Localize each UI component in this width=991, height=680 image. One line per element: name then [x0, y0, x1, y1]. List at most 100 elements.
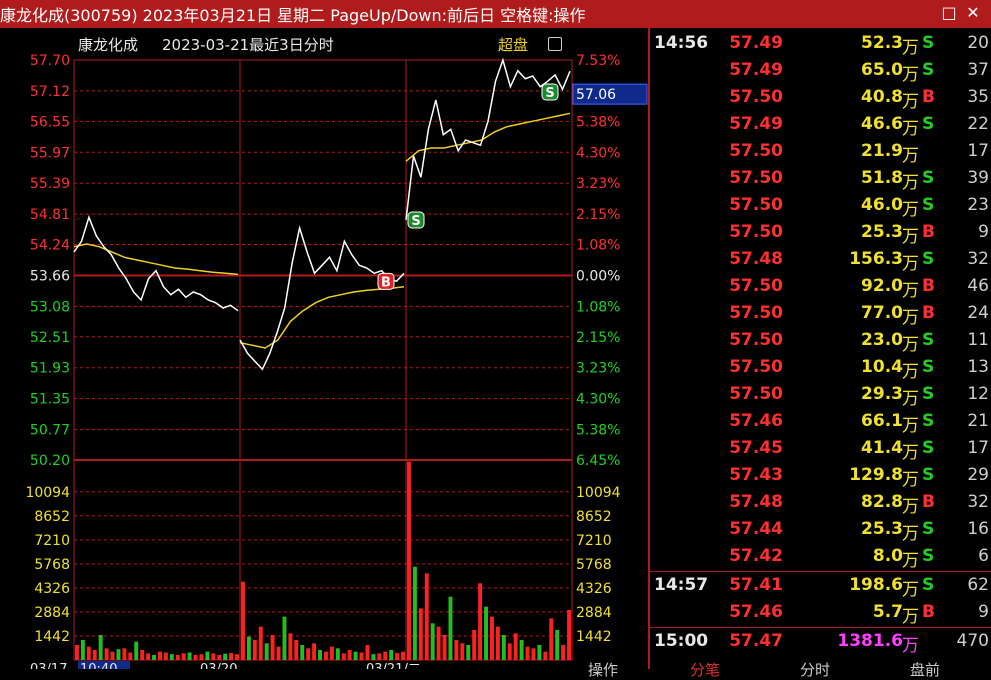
volume-bar — [561, 645, 566, 660]
trade-volume-unit: 万 — [902, 551, 919, 571]
volume-bar — [335, 648, 340, 660]
trade-count: 37 — [967, 60, 989, 80]
trade-row: 57.43 129.8 万 S 29 — [650, 462, 991, 490]
pct-tick-label: 2.15% — [576, 330, 620, 346]
pct-tick-label: 4.30% — [576, 145, 620, 161]
tab-intraday[interactable]: 分时 — [800, 661, 831, 679]
volume-bar — [513, 633, 518, 660]
restore-button[interactable]: □ — [941, 3, 957, 22]
volume-bar — [75, 645, 79, 660]
volume-bar — [211, 653, 216, 660]
trade-volume-unit: 万 — [902, 119, 919, 139]
trade-marker-label: B — [381, 275, 391, 290]
trade-time: 15:00 — [654, 631, 709, 651]
trade-separator — [650, 627, 991, 628]
trade-separator — [650, 571, 991, 572]
price-line — [239, 225, 405, 371]
x-axis-label: 03/17 — [30, 662, 67, 669]
trade-row: 57.42 8.0 万 S 6 — [650, 543, 991, 571]
trade-count: 22 — [967, 114, 989, 134]
operate-label[interactable]: 操作 — [588, 661, 619, 679]
price-tick-label: 54.81 — [30, 207, 70, 223]
window-title: 康龙化成(300759) 2023年03月21日 星期二 PageUp/Down… — [0, 6, 586, 25]
trade-row: 14:57 57.41 198.6 万 S 62 — [650, 572, 991, 600]
trade-side: B — [922, 276, 935, 296]
trade-price: 57.46 — [729, 411, 783, 431]
trade-row: 57.50 29.3 万 S 12 — [650, 381, 991, 409]
close-button[interactable]: ✕ — [966, 3, 980, 22]
trade-volume: 5.7 — [872, 602, 903, 622]
chart-subtitle: 2023-03-21最近3日分时 — [162, 36, 334, 54]
current-price-label: 57.06 — [576, 87, 616, 103]
trade-price: 57.50 — [729, 222, 783, 242]
trade-volume-unit: 万 — [902, 524, 919, 544]
volume-bar — [383, 651, 388, 660]
volume-bar — [525, 646, 530, 660]
volume-bar — [86, 646, 91, 660]
trade-volume-unit: 万 — [902, 389, 919, 409]
trade-side: S — [922, 195, 935, 215]
trade-volume: 198.6 — [849, 575, 903, 595]
intraday-chart[interactable]: 57.70 7.53% 57.12 6.45% 56.55 5.38% 55.97 4.30%… — [0, 28, 648, 669]
volume-bar — [407, 461, 411, 660]
volume-tick-label: 2884 — [34, 605, 70, 621]
trade-volume-unit: 万 — [902, 470, 919, 490]
trade-price: 57.45 — [729, 438, 783, 458]
trade-time: 14:56 — [654, 33, 709, 53]
tab-tick-detail[interactable]: 分笔 — [690, 661, 721, 679]
trade-row: 57.50 92.0 万 B 46 — [650, 273, 991, 301]
trade-price: 57.50 — [729, 195, 783, 215]
volume-bar — [324, 651, 328, 660]
volume-bar — [98, 635, 103, 660]
pct-tick-label: 6.45% — [576, 453, 620, 469]
price-line — [73, 215, 239, 312]
volume-bar — [418, 608, 423, 660]
price-line — [405, 57, 571, 221]
volume-bar — [223, 653, 228, 660]
price-tick-label: 54.24 — [30, 238, 70, 254]
trade-price: 57.46 — [729, 602, 783, 622]
avg-price-line — [405, 112, 571, 162]
cursor-time-box — [78, 661, 130, 669]
mode-label[interactable]: 超盘 — [498, 36, 529, 54]
trade-price: 57.50 — [729, 276, 783, 296]
tab-premarket[interactable]: 盘前 — [910, 661, 941, 679]
trade-time: 14:57 — [654, 575, 709, 595]
trade-volume-unit: 万 — [902, 281, 919, 301]
trade-volume: 65.0 — [861, 60, 903, 80]
volume-tick-label: 10094 — [576, 485, 621, 501]
volume-bar — [341, 653, 346, 660]
trade-side: S — [922, 249, 935, 269]
trade-row: 57.45 41.4 万 S 17 — [650, 435, 991, 463]
trade-count: 39 — [967, 168, 989, 188]
volume-bar — [229, 653, 234, 660]
price-tick-label: 56.55 — [30, 114, 70, 130]
volume-bar — [501, 635, 506, 660]
trade-price: 57.42 — [729, 546, 783, 566]
volume-tick-label: 5768 — [576, 557, 612, 573]
intraday-chart-panel[interactable]: 57.70 7.53% 57.12 6.45% 56.55 5.38% 55.97 4.30%… — [0, 28, 648, 669]
volume-bar — [567, 610, 571, 660]
trade-count: 32 — [967, 492, 989, 512]
title-bar: 康龙化成(300759) 2023年03月21日 星期二 PageUp/Down… — [0, 0, 991, 28]
volume-tick-label: 1442 — [576, 629, 612, 645]
volume-tick-label: 5768 — [34, 557, 70, 573]
volume-tick-label: 10094 — [25, 485, 70, 501]
price-tick-label: 51.93 — [30, 361, 70, 377]
volume-bar — [246, 636, 251, 660]
volume-tick-label: 1442 — [34, 629, 70, 645]
square-icon[interactable] — [548, 37, 562, 51]
trade-marker-s — [407, 211, 425, 229]
trade-count: 23 — [967, 195, 989, 215]
trade-volume-unit: 万 — [902, 200, 919, 220]
volume-bar — [549, 618, 554, 660]
volume-bar — [276, 646, 281, 660]
pct-tick-label: 2.15% — [576, 207, 620, 223]
trade-row: 15:00 57.47 1381.6 万 470 — [650, 628, 991, 656]
trade-volume: 46.0 — [861, 195, 903, 215]
trade-side: B — [922, 303, 935, 323]
price-tick-label: 51.35 — [30, 392, 70, 408]
trade-price: 57.49 — [729, 114, 783, 134]
trade-count: 35 — [967, 87, 989, 107]
volume-bar — [359, 652, 364, 660]
